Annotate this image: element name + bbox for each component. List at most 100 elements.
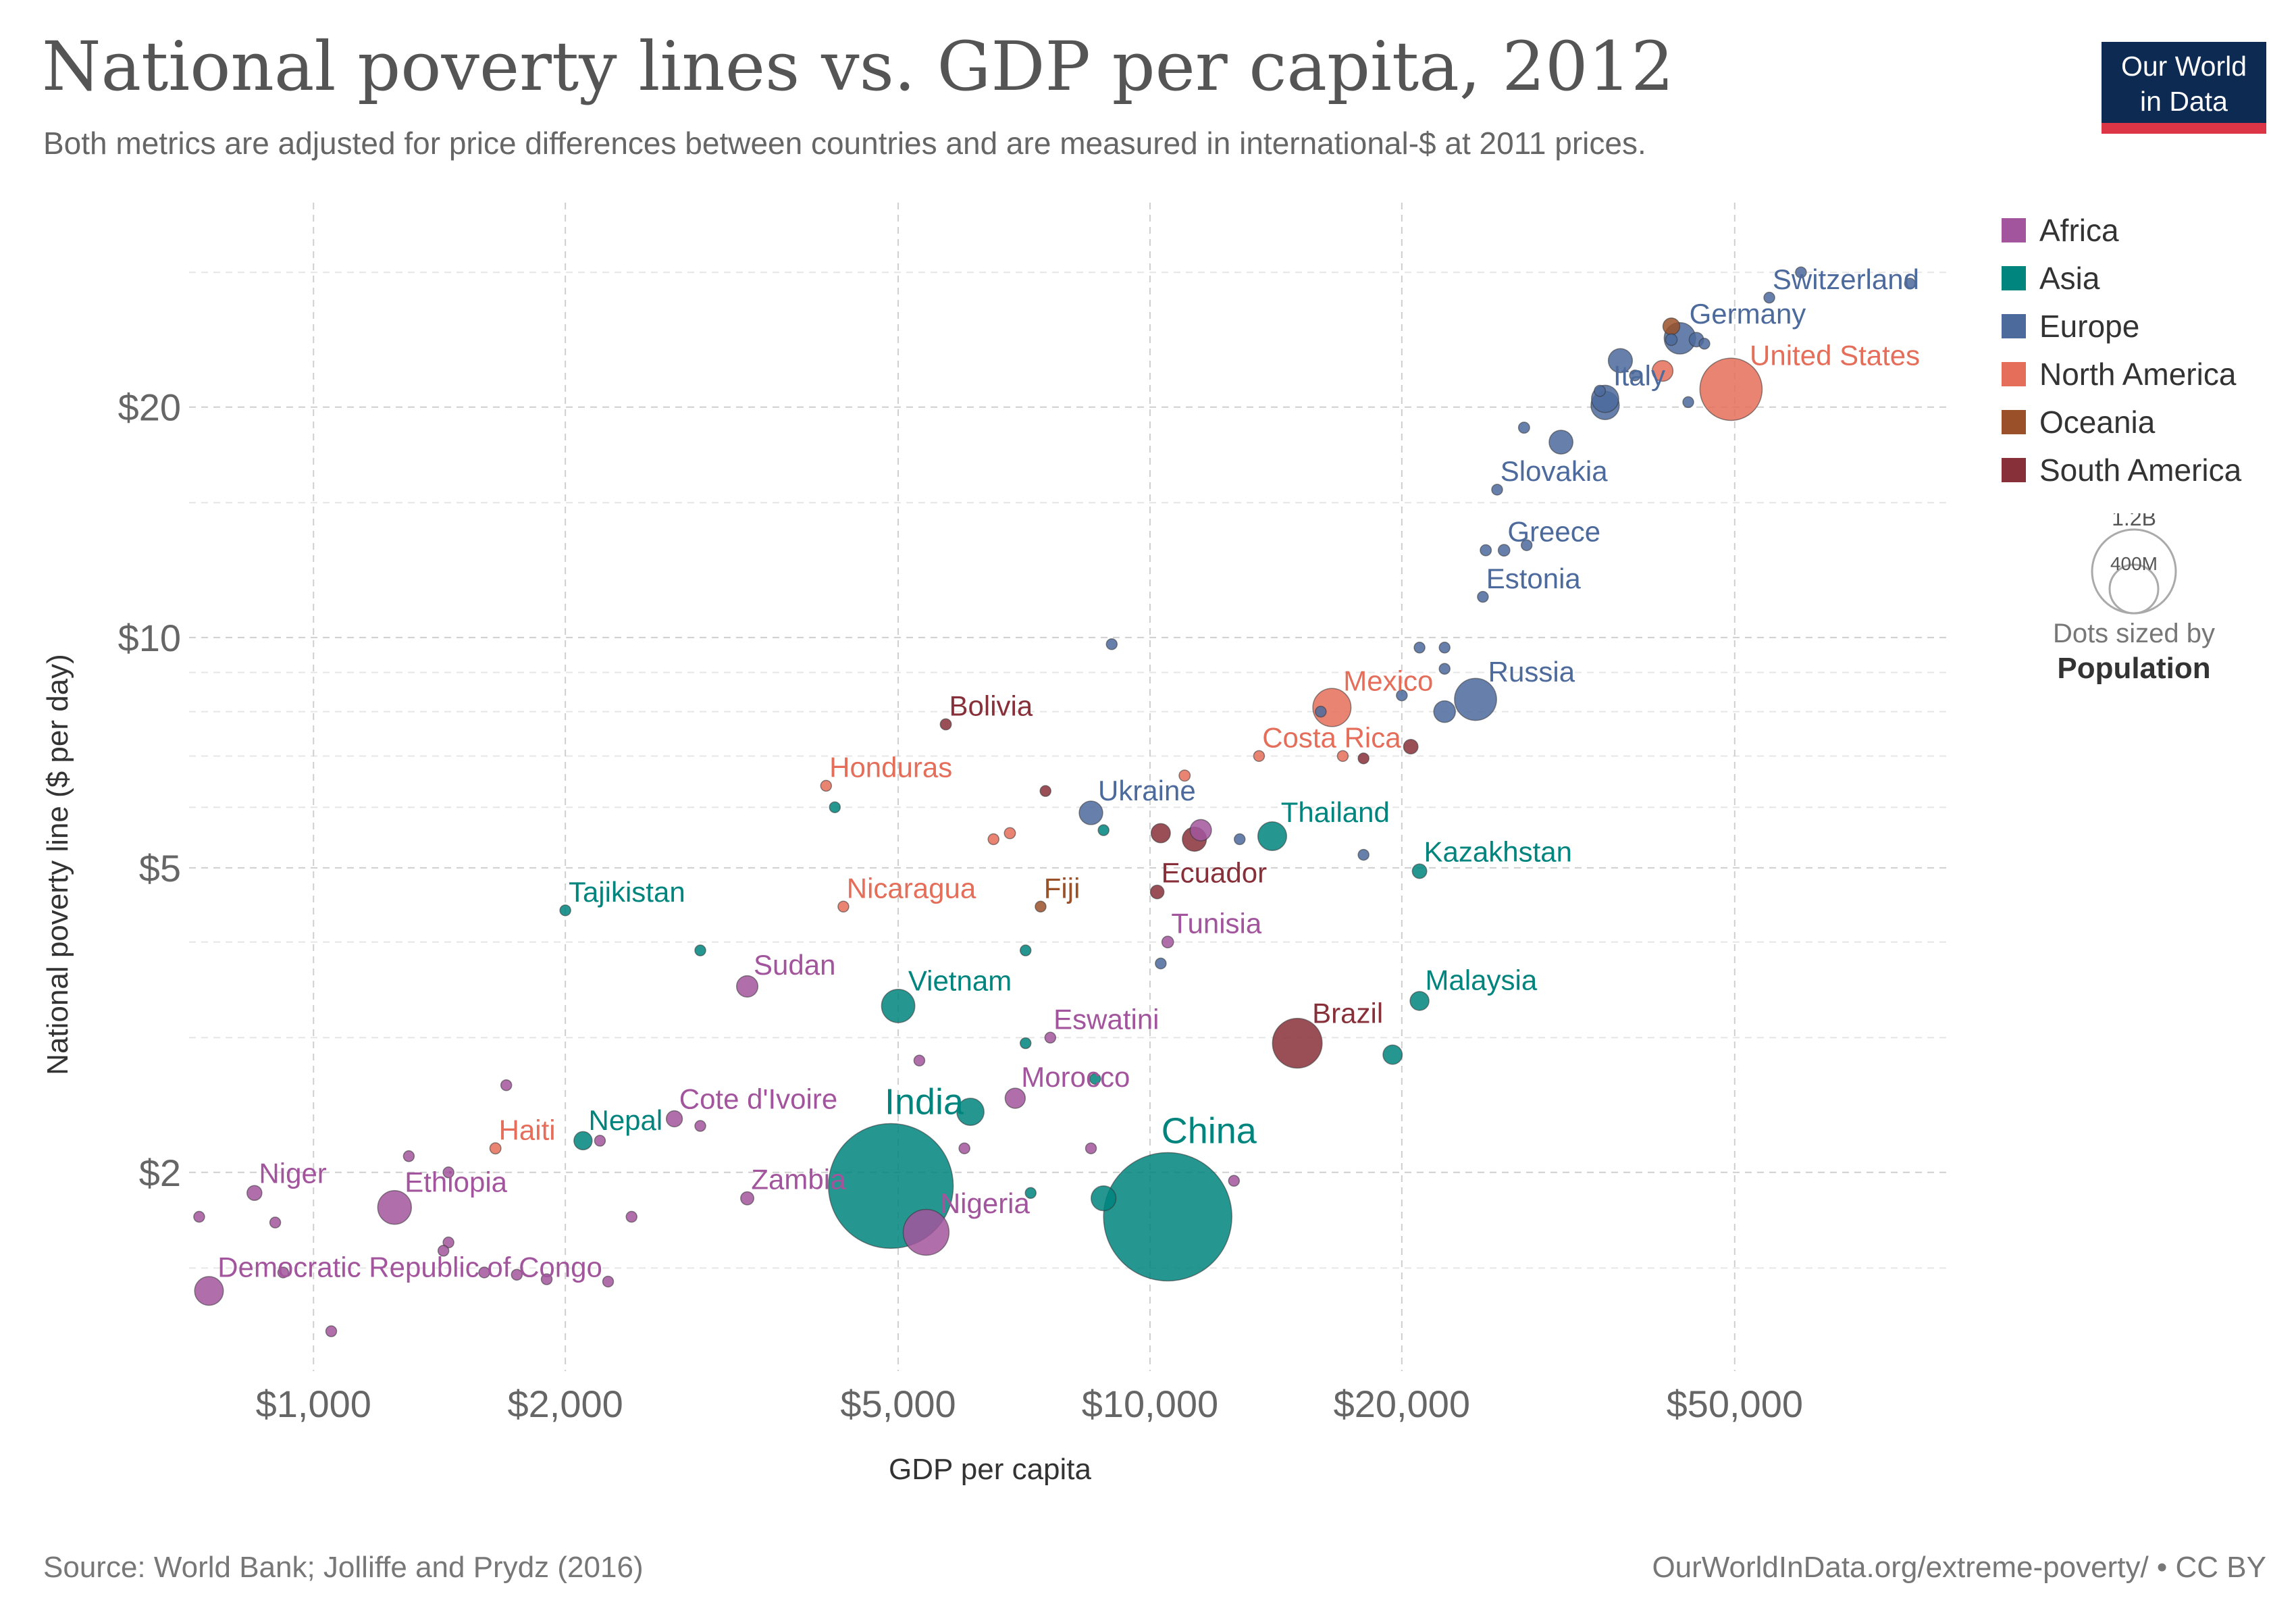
data-point-unlabeled[interactable] xyxy=(694,1120,706,1132)
data-point-bolivia[interactable] xyxy=(939,718,952,731)
data-point-unlabeled[interactable] xyxy=(1234,833,1246,846)
legend-item-asia[interactable]: Asia xyxy=(2002,254,2241,302)
data-point-ethiopia[interactable] xyxy=(377,1189,412,1225)
legend-item-south-america[interactable]: South America xyxy=(2002,446,2241,494)
data-point-unlabeled[interactable] xyxy=(625,1210,637,1223)
data-point-unlabeled[interactable] xyxy=(1698,338,1711,350)
data-point-unlabeled[interactable] xyxy=(1024,1187,1037,1200)
data-point-malaysia[interactable] xyxy=(1409,991,1430,1011)
data-point-unlabeled[interactable] xyxy=(602,1275,615,1288)
data-point-cote-d-ivoire[interactable] xyxy=(665,1110,683,1128)
data-point-honduras[interactable] xyxy=(820,779,833,792)
data-point-sudan[interactable] xyxy=(735,975,759,998)
data-point-slovakia[interactable] xyxy=(1491,484,1503,496)
data-point-unlabeled[interactable] xyxy=(277,1266,290,1279)
data-point-unlabeled[interactable] xyxy=(1517,421,1530,434)
data-point-democratic-republic-of-congo[interactable] xyxy=(194,1276,224,1306)
data-point-unlabeled[interactable] xyxy=(913,1054,926,1066)
data-point-unlabeled[interactable] xyxy=(540,1273,553,1285)
data-point-unlabeled[interactable] xyxy=(1089,1073,1101,1085)
data-point-unlabeled[interactable] xyxy=(1178,769,1191,782)
data-point-unlabeled[interactable] xyxy=(1019,944,1032,956)
data-point-unlabeled[interactable] xyxy=(1003,827,1016,840)
data-point-unlabeled[interactable] xyxy=(269,1216,282,1229)
data-point-tunisia[interactable] xyxy=(1161,935,1174,949)
data-point-unlabeled[interactable] xyxy=(956,1098,985,1126)
data-point-haiti[interactable] xyxy=(489,1142,502,1155)
data-point-unlabeled[interactable] xyxy=(1105,638,1118,650)
data-point-fiji[interactable] xyxy=(1035,900,1047,913)
data-point-niger[interactable] xyxy=(246,1185,263,1202)
data-point-unlabeled[interactable] xyxy=(437,1245,450,1257)
data-point-unlabeled[interactable] xyxy=(1662,317,1681,336)
data-point-unlabeled[interactable] xyxy=(1548,430,1574,455)
data-point-ecuador[interactable] xyxy=(1149,884,1165,900)
data-point-unlabeled[interactable] xyxy=(1155,957,1167,970)
data-point-unlabeled[interactable] xyxy=(1396,689,1408,702)
data-point-nicaragua[interactable] xyxy=(837,900,850,913)
data-point-china[interactable] xyxy=(1103,1152,1232,1282)
data-point-unlabeled[interactable] xyxy=(1097,824,1110,836)
data-point-unlabeled[interactable] xyxy=(325,1325,338,1337)
data-point-russia[interactable] xyxy=(1454,677,1497,721)
data-point-unlabeled[interactable] xyxy=(1091,1185,1117,1212)
data-point-unlabeled[interactable] xyxy=(511,1268,523,1281)
data-point-unlabeled[interactable] xyxy=(402,1150,415,1162)
data-point-unlabeled[interactable] xyxy=(594,1135,606,1147)
data-point-unlabeled[interactable] xyxy=(1315,705,1327,718)
data-point-unlabeled[interactable] xyxy=(1403,739,1419,754)
data-point-unlabeled[interactable] xyxy=(1480,544,1492,557)
data-point-unlabeled[interactable] xyxy=(193,1210,205,1223)
data-point-morocco[interactable] xyxy=(1004,1087,1026,1109)
data-point-zambia[interactable] xyxy=(740,1191,755,1206)
legend-item-africa[interactable]: Africa xyxy=(2002,206,2241,254)
data-point-unlabeled[interactable] xyxy=(500,1079,513,1091)
data-point-unlabeled[interactable] xyxy=(1438,663,1451,675)
data-point-unlabeled[interactable] xyxy=(1357,752,1369,765)
data-point-unlabeled[interactable] xyxy=(1019,1037,1032,1050)
data-point-unlabeled[interactable] xyxy=(1413,642,1426,654)
data-point-nigeria[interactable] xyxy=(902,1208,950,1256)
data-point-unlabeled[interactable] xyxy=(1682,396,1694,409)
data-point-ukraine[interactable] xyxy=(1078,800,1103,825)
data-point-estonia[interactable] xyxy=(1477,590,1489,603)
data-point-unlabeled[interactable] xyxy=(1336,750,1349,763)
data-point-unlabeled[interactable] xyxy=(1433,700,1456,723)
data-point-unlabeled[interactable] xyxy=(478,1266,490,1279)
data-point-nepal[interactable] xyxy=(573,1131,593,1151)
data-point-unlabeled[interactable] xyxy=(1189,819,1212,842)
data-point-unlabeled[interactable] xyxy=(1629,369,1641,382)
legend-item-north-america[interactable]: North America xyxy=(2002,350,2241,398)
data-point-unlabeled[interactable] xyxy=(694,944,706,956)
legend-item-europe[interactable]: Europe xyxy=(2002,302,2241,350)
data-point-united-states[interactable] xyxy=(1699,357,1763,421)
data-point-unlabeled[interactable] xyxy=(1607,348,1634,374)
owid-logo[interactable]: Our World in Data xyxy=(2102,42,2266,134)
data-point-costa-rica[interactable] xyxy=(1253,750,1266,763)
data-point-unlabeled[interactable] xyxy=(1438,642,1451,654)
source-url[interactable]: OurWorldInData.org/extreme-poverty/ • CC… xyxy=(1652,1551,2266,1584)
data-point-eswatini[interactable] xyxy=(1044,1031,1057,1044)
data-point-tajikistan[interactable] xyxy=(559,904,571,917)
data-point-unlabeled[interactable] xyxy=(1382,1044,1403,1065)
data-point-unlabeled[interactable] xyxy=(1039,785,1051,797)
data-point-unlabeled[interactable] xyxy=(1651,360,1674,382)
data-point-unlabeled[interactable] xyxy=(1795,266,1807,278)
data-point-unlabeled[interactable] xyxy=(1228,1175,1241,1187)
data-point-unlabeled[interactable] xyxy=(1904,278,1916,290)
legend-item-oceania[interactable]: Oceania xyxy=(2002,398,2241,446)
data-point-vietnam[interactable] xyxy=(881,988,916,1023)
data-point-unlabeled[interactable] xyxy=(1150,823,1171,844)
data-point-kazakhstan[interactable] xyxy=(1411,863,1428,879)
data-point-thailand[interactable] xyxy=(1257,821,1288,852)
data-point-brazil[interactable] xyxy=(1272,1018,1323,1069)
data-point-switzerland[interactable] xyxy=(1763,291,1775,304)
data-point-unlabeled[interactable] xyxy=(958,1142,970,1154)
data-point-unlabeled[interactable] xyxy=(1594,384,1607,397)
data-point-unlabeled[interactable] xyxy=(1520,539,1533,551)
data-point-unlabeled[interactable] xyxy=(1665,333,1678,346)
data-point-greece[interactable] xyxy=(1497,544,1511,557)
data-point-unlabeled[interactable] xyxy=(442,1166,454,1179)
data-point-unlabeled[interactable] xyxy=(829,801,841,813)
data-point-unlabeled[interactable] xyxy=(987,833,999,846)
